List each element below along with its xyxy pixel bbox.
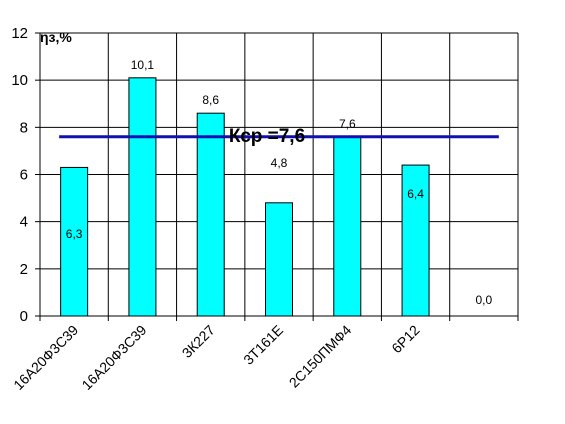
y-tick-label: 2 — [20, 261, 28, 278]
x-tick-label: 3К227 — [179, 322, 218, 361]
grid-lines — [39, 32, 519, 317]
x-tick-label: 6Р12 — [388, 322, 423, 357]
bar — [128, 77, 157, 317]
x-tick-label: 16А20Ф3С39 — [10, 322, 81, 393]
bar — [265, 202, 293, 317]
y-axis-label: ηз,% — [40, 29, 72, 45]
x-tick-label: 3Т161Е — [240, 322, 286, 368]
y-tick-label: 4 — [20, 214, 28, 231]
data-label: 6,3 — [66, 227, 83, 241]
bar — [333, 136, 362, 317]
bar — [196, 112, 225, 317]
data-label: 10,1 — [131, 58, 155, 72]
data-label: 6,4 — [407, 187, 424, 201]
y-tick-label: 12 — [11, 25, 28, 42]
data-label: 0,0 — [476, 293, 493, 307]
y-tick-label: 0 — [20, 308, 28, 325]
bars — [60, 77, 430, 317]
average-label: Кср =7,6 — [229, 126, 305, 147]
y-tick-label: 8 — [20, 119, 28, 136]
y-tick-label: 10 — [11, 72, 28, 89]
y-tick-label: 6 — [20, 167, 28, 184]
data-label: 8,6 — [202, 93, 219, 107]
x-tick-label: 16А20Ф3С39 — [78, 322, 149, 393]
data-label: 4,8 — [271, 156, 288, 170]
x-tick-label: 2С150ПМФ4 — [286, 322, 355, 391]
data-label: 7,6 — [339, 117, 356, 131]
bar — [60, 166, 89, 317]
axes — [35, 32, 519, 321]
